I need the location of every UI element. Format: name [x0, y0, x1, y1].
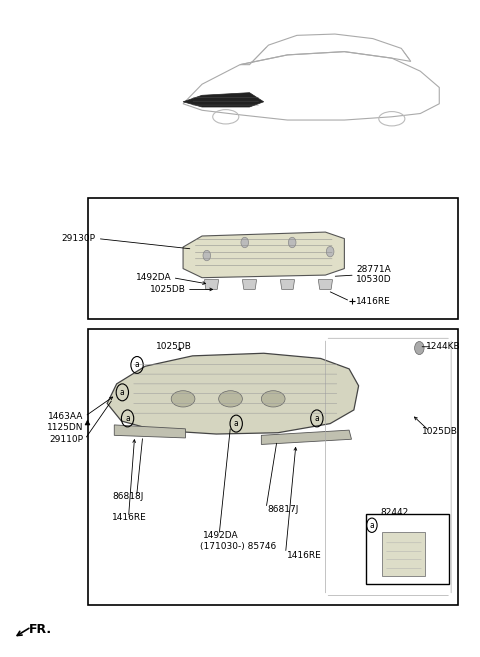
Ellipse shape	[261, 391, 285, 407]
Text: 1416RE: 1416RE	[356, 297, 391, 306]
Text: a: a	[120, 388, 125, 397]
Ellipse shape	[219, 391, 242, 407]
Text: a: a	[314, 414, 319, 423]
Circle shape	[288, 237, 296, 248]
Circle shape	[415, 342, 424, 355]
Text: 1025DB: 1025DB	[150, 285, 185, 294]
Circle shape	[241, 237, 249, 248]
Bar	[383, 532, 425, 576]
Text: 1244KB: 1244KB	[426, 342, 461, 351]
Text: 1025DB: 1025DB	[156, 342, 192, 351]
Text: a: a	[234, 419, 239, 428]
Text: 1025DB: 1025DB	[422, 427, 458, 436]
Text: a: a	[135, 361, 139, 369]
Text: 86817J: 86817J	[267, 505, 299, 514]
Ellipse shape	[171, 391, 195, 407]
Text: 1463AA: 1463AA	[48, 412, 84, 421]
Text: a: a	[370, 521, 374, 530]
Text: 1125DN: 1125DN	[47, 423, 84, 432]
Text: (171030-) 85746: (171030-) 85746	[200, 541, 276, 551]
Text: 1416RE: 1416RE	[288, 551, 322, 560]
Polygon shape	[183, 93, 264, 107]
Polygon shape	[183, 232, 344, 278]
Polygon shape	[204, 280, 219, 290]
Bar	[366, 514, 449, 584]
Polygon shape	[242, 280, 257, 290]
Bar	[88, 328, 458, 605]
Text: 29110P: 29110P	[49, 435, 84, 443]
Text: 86818J: 86818J	[112, 492, 143, 501]
Text: 1492DA: 1492DA	[203, 531, 239, 540]
Text: a: a	[125, 414, 130, 423]
Polygon shape	[318, 280, 333, 290]
Polygon shape	[280, 280, 295, 290]
Text: 1492DA: 1492DA	[135, 273, 171, 283]
Text: 29130P: 29130P	[61, 234, 96, 243]
Polygon shape	[261, 430, 351, 444]
Text: 82442: 82442	[381, 508, 408, 516]
Circle shape	[326, 246, 334, 257]
Text: 10530D: 10530D	[356, 275, 392, 284]
Circle shape	[203, 250, 211, 261]
Text: 1416RE: 1416RE	[112, 513, 147, 522]
Text: 28771A: 28771A	[356, 265, 391, 275]
Polygon shape	[107, 353, 359, 434]
Text: FR.: FR.	[29, 623, 52, 636]
Polygon shape	[114, 425, 185, 438]
Bar	[88, 198, 458, 319]
